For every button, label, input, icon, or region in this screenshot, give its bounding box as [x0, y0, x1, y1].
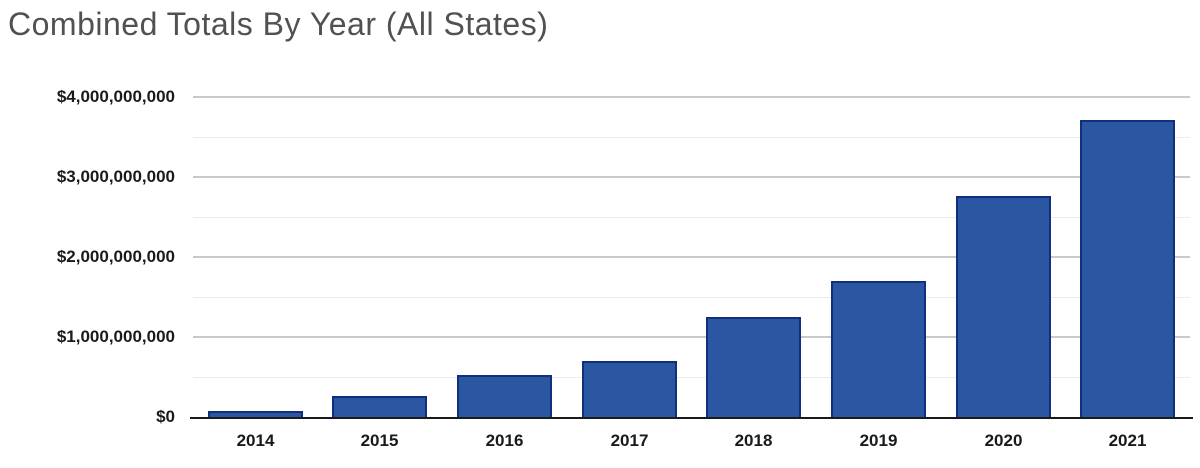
- bar-2021: [1080, 120, 1175, 417]
- x-axis-line: [190, 417, 1193, 419]
- gridline-minor: [193, 217, 1190, 218]
- gridline-major: [193, 176, 1190, 178]
- gridline-minor: [193, 377, 1190, 378]
- x-axis-tick-label: 2020: [984, 431, 1023, 450]
- y-axis-tick-label: $1,000,000,000: [56, 327, 175, 346]
- x-axis-tick-label: 2017: [610, 431, 649, 450]
- bar-2017: [582, 361, 677, 417]
- y-axis-tick-label: $3,000,000,000: [56, 167, 175, 186]
- bar-2020: [956, 196, 1051, 417]
- x-axis-tick-label: 2016: [485, 431, 524, 450]
- x-axis-tick-label: 2018: [734, 431, 773, 450]
- x-axis-tick-label: 2015: [360, 431, 399, 450]
- y-axis-tick-label: $4,000,000,000: [56, 87, 175, 106]
- bar-2016: [457, 375, 552, 417]
- bar-2015: [332, 396, 427, 417]
- bar-2019: [831, 281, 926, 417]
- chart-title: Combined Totals By Year (All States): [8, 6, 549, 42]
- gridline-minor: [193, 297, 1190, 298]
- bar-2014: [208, 411, 303, 417]
- gridline-major: [193, 336, 1190, 338]
- bar-2018: [706, 317, 801, 417]
- x-axis-tick-label: 2021: [1108, 431, 1147, 450]
- gridline-minor: [193, 137, 1190, 138]
- gridline-major: [193, 256, 1190, 258]
- x-axis-tick-label: 2014: [236, 431, 275, 450]
- y-axis-tick-label: $2,000,000,000: [56, 247, 175, 266]
- y-axis-tick-label: $0: [156, 407, 175, 426]
- x-axis-tick-label: 2019: [859, 431, 898, 450]
- gridline-major: [193, 96, 1190, 98]
